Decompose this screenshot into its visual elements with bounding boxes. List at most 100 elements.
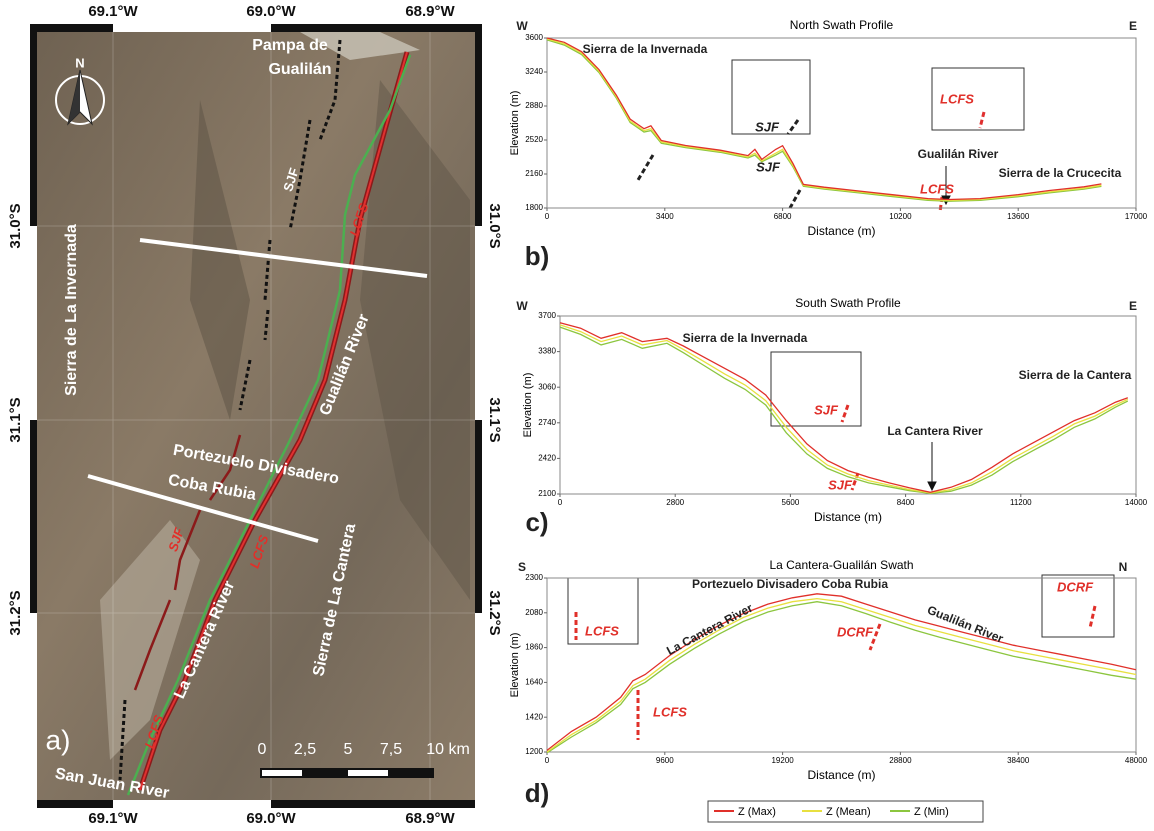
annotation: DCRF: [837, 624, 874, 639]
y-tick-label: 2520: [525, 135, 543, 144]
y-tick-label: 1860: [525, 643, 543, 652]
x-tick-label: 0: [545, 756, 550, 765]
y-axis-label: Elevation (m): [509, 633, 521, 698]
chart-title: South Swath Profile: [795, 296, 901, 310]
map-border: [475, 613, 482, 808]
map-panel: 69.1°W 69.0°W 68.9°W 69.1°W 69.0°W 68.9°…: [7, 3, 503, 826]
chart-title: La Cantera-Gualilán Swath: [769, 558, 913, 572]
x-tick-label: 13600: [1007, 212, 1030, 221]
annotation: LCFS: [940, 91, 974, 106]
annotation: W: [516, 19, 528, 33]
lat-label: 31.0°S: [7, 203, 24, 248]
annotation: SJF: [828, 477, 853, 492]
x-tick-label: 19200: [771, 756, 794, 765]
annotation: DCRF: [1057, 579, 1094, 594]
lat-label: 31.2°S: [486, 590, 503, 635]
y-tick-label: 2420: [538, 454, 556, 463]
scale-label: 10 km: [426, 741, 470, 758]
panel-label: a): [46, 724, 71, 755]
x-tick-label: 5600: [782, 498, 800, 507]
y-tick-label: 1420: [525, 712, 543, 721]
x-tick-label: 2800: [666, 498, 684, 507]
annotation: SJF: [755, 119, 780, 134]
lon-label: 69.0°W: [246, 810, 296, 826]
y-axis-label: Elevation (m): [522, 373, 534, 438]
map-border: [113, 800, 271, 808]
map-label: Gualilán: [268, 61, 331, 78]
y-tick-label: 3380: [538, 347, 556, 356]
scale-bar: [260, 768, 434, 778]
annotation: La Cantera River: [664, 601, 755, 658]
x-axis-label: Distance (m): [814, 510, 882, 524]
annotation: S: [518, 560, 526, 574]
annotation: c): [525, 507, 548, 537]
map-border: [30, 613, 37, 808]
lat-label: 31.1°S: [7, 397, 24, 442]
annotation: Sierra de la Cantera: [1019, 368, 1132, 382]
y-tick-label: 2300: [525, 573, 543, 582]
lon-label: 68.9°W: [405, 810, 455, 826]
x-tick-label: 3400: [656, 212, 674, 221]
annotation: Sierra de la Crucecita: [999, 166, 1122, 180]
y-tick-label: 1200: [525, 747, 543, 756]
x-axis-label: Distance (m): [807, 768, 875, 782]
scale-label: 2,5: [294, 741, 316, 758]
annotation: SJF: [756, 159, 781, 174]
y-tick-label: 3240: [525, 67, 543, 76]
y-tick-label: 3060: [538, 382, 556, 391]
x-tick-label: 28800: [889, 756, 912, 765]
annotation: La Cantera River: [887, 424, 983, 438]
chart-title: North Swath Profile: [790, 18, 894, 32]
y-tick-label: 2100: [538, 489, 556, 498]
x-tick-label: 10200: [889, 212, 912, 221]
x-tick-label: 6800: [774, 212, 792, 221]
lat-label: 31.2°S: [7, 590, 24, 635]
north-label: N: [75, 55, 84, 70]
figure: 69.1°W 69.0°W 68.9°W 69.1°W 69.0°W 68.9°…: [0, 0, 1154, 826]
lon-label: 68.9°W: [405, 3, 455, 20]
x-tick-label: 9600: [656, 756, 674, 765]
y-tick-label: 3700: [538, 311, 556, 320]
map-border: [475, 226, 482, 420]
y-tick-label: 2740: [538, 418, 556, 427]
x-tick-label: 17000: [1125, 212, 1148, 221]
lon-label: 69.0°W: [246, 3, 296, 20]
scale-label: 5: [344, 741, 353, 758]
map-label: Sierra de La Invernada: [63, 224, 80, 396]
x-axis-label: Distance (m): [807, 224, 875, 238]
series-line: [547, 594, 1136, 751]
lat-label: 31.1°S: [486, 397, 503, 442]
map-border: [30, 226, 37, 420]
map-border: [113, 24, 271, 32]
x-tick-label: 8400: [897, 498, 915, 507]
scale-label: 0: [258, 741, 267, 758]
annotation: Sierra de la Invernada: [583, 42, 708, 56]
annotation: LCFS: [653, 704, 687, 719]
annotation: b): [525, 241, 550, 271]
lon-label: 69.1°W: [88, 810, 138, 826]
annotation: SJF: [814, 402, 839, 417]
annotation: LCFS: [920, 181, 954, 196]
insets: [568, 60, 1114, 644]
y-axis-label: Elevation (m): [509, 91, 521, 156]
map-label: Pampa de: [252, 37, 328, 54]
series-line: [560, 325, 1128, 493]
scale-label: 7,5: [380, 741, 402, 758]
annotation: d): [525, 778, 550, 808]
series-line: [547, 599, 1136, 752]
legend-label: Z (Max): [738, 806, 776, 818]
annotation: Gualilán River: [925, 603, 1005, 646]
x-tick-label: 11200: [1010, 498, 1032, 507]
arrows: [928, 166, 950, 490]
y-tick-label: 2160: [525, 169, 543, 178]
y-tick-label: 2880: [525, 101, 543, 110]
x-tick-label: 14000: [1125, 498, 1148, 507]
annotation: E: [1129, 299, 1137, 313]
annotation: E: [1129, 19, 1137, 33]
annotation: Gualilán River: [918, 147, 999, 161]
x-tick-label: 38400: [1007, 756, 1030, 765]
plot-frame: [547, 578, 1136, 752]
x-tick-label: 0: [545, 212, 550, 221]
legend-label: Z (Mean): [826, 806, 871, 818]
annotation: Sierra de la Invernada: [683, 331, 808, 345]
